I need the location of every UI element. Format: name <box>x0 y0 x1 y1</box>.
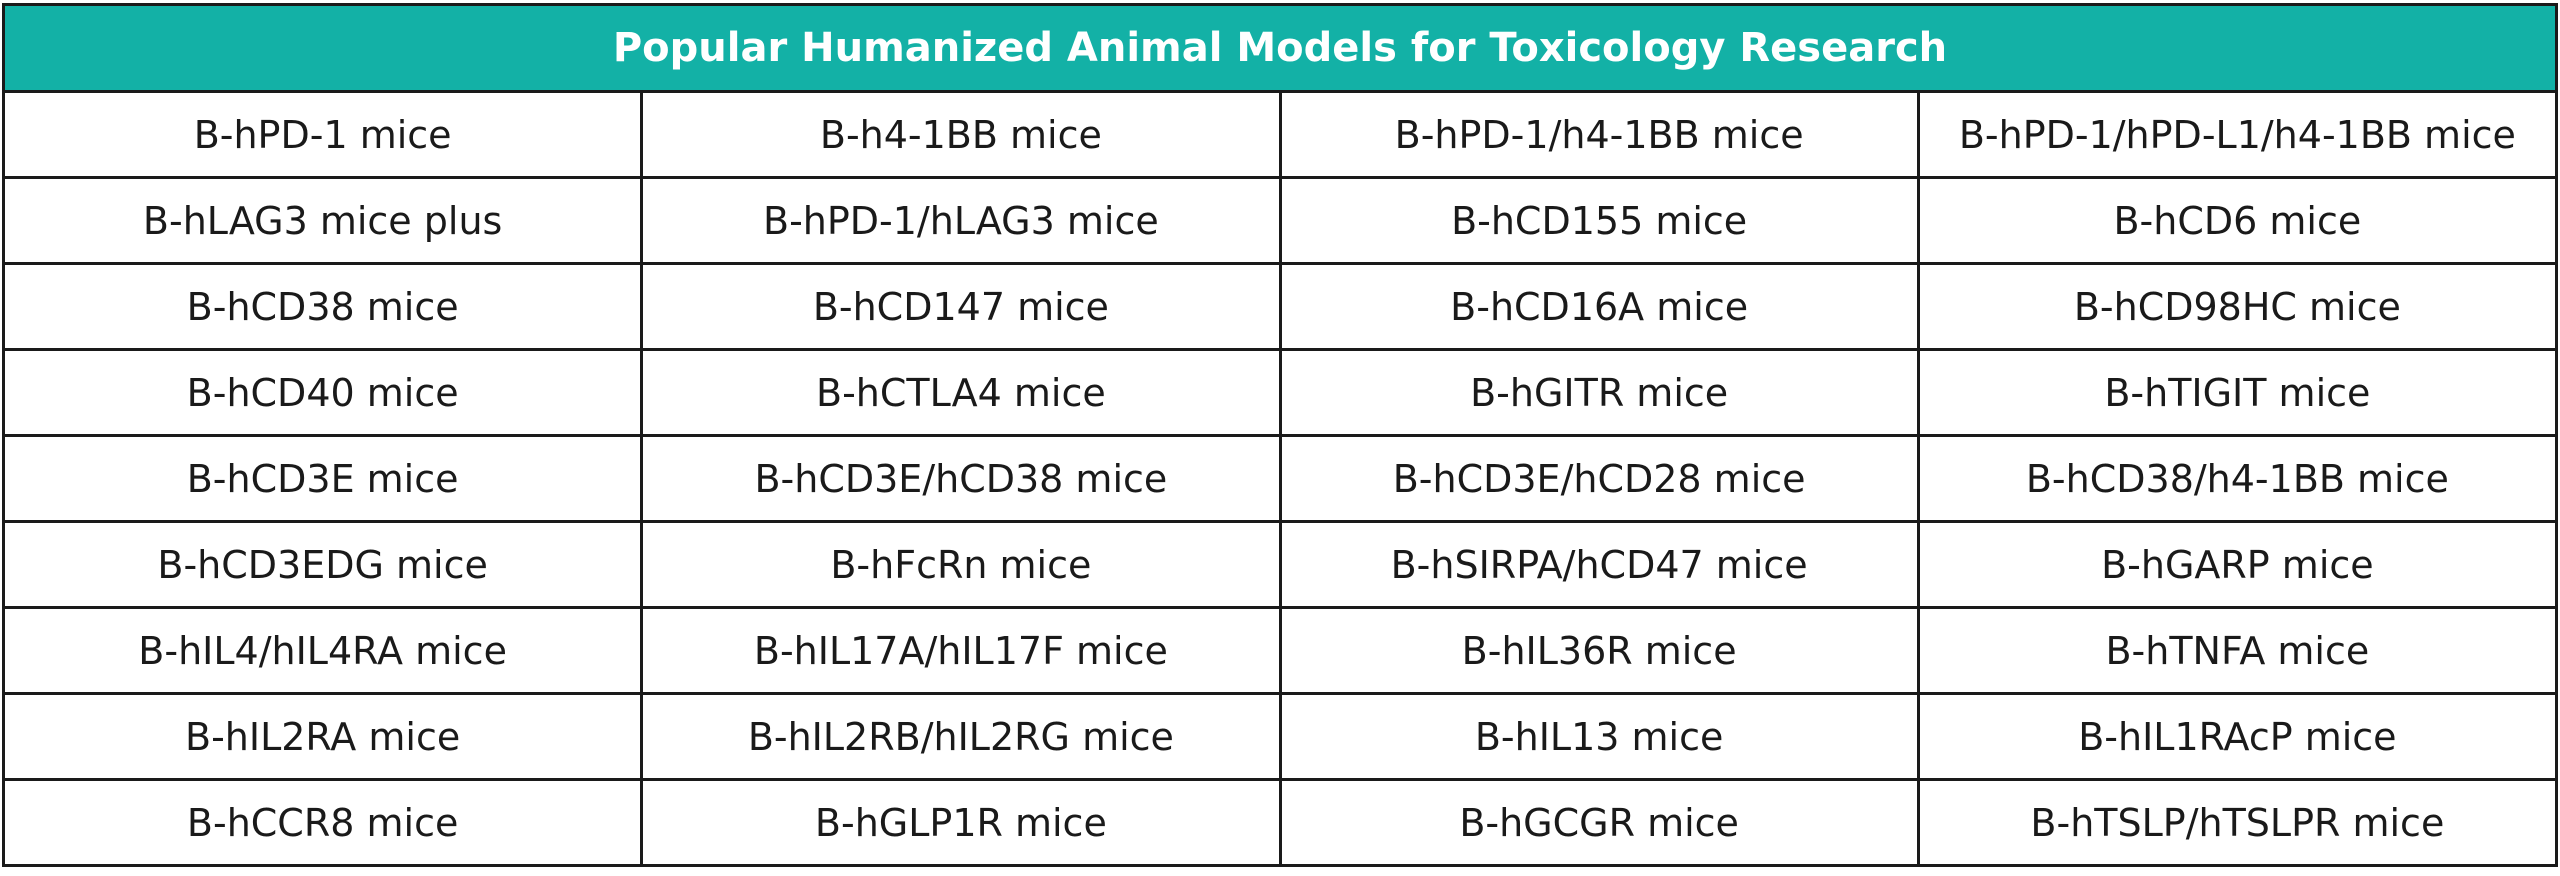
table-cell: B-hGITR mice <box>1278 348 1920 437</box>
table-row: B-hIL4/hIL4RA mice B-hIL17A/hIL17F mice B-… <box>1 606 2559 695</box>
table-row: B-hLAG3 mice plus B-hPD-1/hLAG3 mice B-hCD… <box>1 176 2559 265</box>
table-row: B-hCD38 mice B-hCD147 mice B-hCD16A mice B-… <box>1 262 2559 351</box>
table-cell: B-hIL2RA mice <box>1 692 644 781</box>
table-cell: B-hCD155 mice <box>1278 176 1920 265</box>
table-row: B-hCCR8 mice B-hGLP1R mice B-hGCGR mice B-h… <box>1 778 2559 867</box>
table-cell: B-hPD-1 mice <box>1 90 644 179</box>
table-cell: B-hGCGR mice <box>1278 778 1920 867</box>
table-cell: B-hGARP mice <box>1916 520 2559 609</box>
table-cell: B-hIL36R mice <box>1278 606 1920 695</box>
table-cell: B-hCCR8 mice <box>1 778 644 867</box>
table-cell: B-hPD-1/h4-1BB mice <box>1278 90 1920 179</box>
table-cell: B-hTIGIT mice <box>1916 348 2559 437</box>
table-cell: B-hCD16A mice <box>1278 262 1920 351</box>
table-cell: B-hTNFA mice <box>1916 606 2559 695</box>
table-cell: B-hTSLP/hTSLPR mice <box>1916 778 2559 867</box>
table-cell: B-hCD6 mice <box>1916 176 2559 265</box>
table-row: B-hCD3E mice B-hCD3E/hCD38 mice B-hCD3E/hC… <box>1 434 2559 523</box>
table-container: Popular Humanized Animal Models for Toxi… <box>1 3 2559 867</box>
table-cell: B-hCD3EDG mice <box>1 520 644 609</box>
table-cell: B-hCD147 mice <box>640 262 1282 351</box>
table-cell: B-hPD-1/hPD-L1/h4-1BB mice <box>1916 90 2559 179</box>
table-cell: B-hLAG3 mice plus <box>1 176 644 265</box>
table-row: B-hCD40 mice B-hCTLA4 mice B-hGITR mice B-h… <box>1 348 2559 437</box>
table-cell: B-hCD38/h4-1BB mice <box>1916 434 2559 523</box>
table-cell: B-hCTLA4 mice <box>640 348 1282 437</box>
table-cell: B-hIL17A/hIL17F mice <box>640 606 1282 695</box>
table-cell: B-hIL2RB/hIL2RG mice <box>640 692 1282 781</box>
table-cell: B-hCD98HC mice <box>1916 262 2559 351</box>
table-cell: B-hCD3E mice <box>1 434 644 523</box>
table-row: B-hCD3EDG mice B-hFcRn mice B-hSIRPA/hCD47… <box>1 520 2559 609</box>
table-row: B-hPD-1 mice B-h4-1BB mice B-hPD-1/h4-1BB … <box>1 90 2559 179</box>
table-cell: B-hIL13 mice <box>1278 692 1920 781</box>
table-cell: B-hCD38 mice <box>1 262 644 351</box>
table-cell: B-h4-1BB mice <box>640 90 1282 179</box>
header-row: Popular Humanized Animal Models for Toxi… <box>2 3 2558 93</box>
table-cell: B-hPD-1/hLAG3 mice <box>640 176 1282 265</box>
table-cell: B-hCD3E/hCD28 mice <box>1278 434 1920 523</box>
table-cell: B-hCD40 mice <box>1 348 644 437</box>
table-cell: B-hIL4/hIL4RA mice <box>1 606 644 695</box>
table-cell: B-hFcRn mice <box>640 520 1282 609</box>
table-cell: B-hGLP1R mice <box>640 778 1282 867</box>
table-row: B-hIL2RA mice B-hIL2RB/hIL2RG mice B-hIL13… <box>1 692 2559 781</box>
models-table: Popular Humanized Animal Models for Toxi… <box>1 3 2559 867</box>
table-cell: B-hCD3E/hCD38 mice <box>640 434 1282 523</box>
table-title: Popular Humanized Animal Models for Toxi… <box>2 3 2558 93</box>
table-cell: B-hSIRPA/hCD47 mice <box>1278 520 1920 609</box>
table-cell: B-hIL1RAcP mice <box>1916 692 2559 781</box>
